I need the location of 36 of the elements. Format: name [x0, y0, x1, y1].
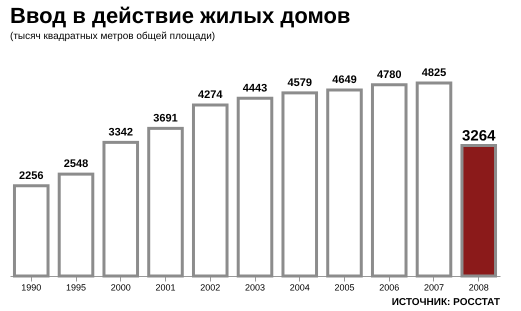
bar [370, 83, 408, 278]
x-tick-label: 2003 [244, 282, 266, 292]
data-label: 4649 [332, 74, 357, 86]
x-tick-label: 2007 [424, 282, 444, 292]
chart-subtitle: (тысяч квадратных метров общей площади) [10, 31, 216, 42]
data-label: 3691 [153, 112, 178, 124]
bar [12, 184, 50, 278]
data-label: 4780 [377, 68, 402, 81]
x-tick-label: 2005 [334, 282, 355, 292]
x-tick-label: 2000 [110, 282, 131, 292]
bar [58, 172, 94, 278]
data-label: 4579 [288, 76, 312, 89]
data-label: 4274 [198, 89, 224, 102]
x-tick-label: 1995 [66, 282, 86, 292]
text: ИСТОЧНИК: РОССТАТ [392, 297, 500, 308]
bar [326, 88, 363, 278]
data-label: 4825 [422, 67, 446, 79]
data-label: 3342 [108, 126, 133, 138]
bar [192, 104, 229, 278]
x-tick-label: 2008 [468, 282, 489, 292]
x-tick-label: 2006 [379, 282, 400, 292]
bar [147, 126, 184, 278]
x-tick-label: 2002 [200, 282, 220, 292]
x-tick-label: 1990 [21, 282, 42, 292]
chart-title: Ввод в действие жилых домов [10, 3, 350, 28]
data-label: 2256 [19, 170, 44, 182]
x-tick-label: 2004 [290, 282, 310, 292]
data-label: 3264 [462, 127, 496, 144]
data-label: 4443 [242, 82, 268, 94]
bar [102, 140, 140, 278]
x-tick-label: 2001 [155, 282, 176, 292]
bar [281, 91, 318, 278]
bar [236, 96, 274, 278]
bar [416, 82, 452, 278]
data-label: 2548 [64, 158, 88, 170]
bar [460, 144, 498, 278]
